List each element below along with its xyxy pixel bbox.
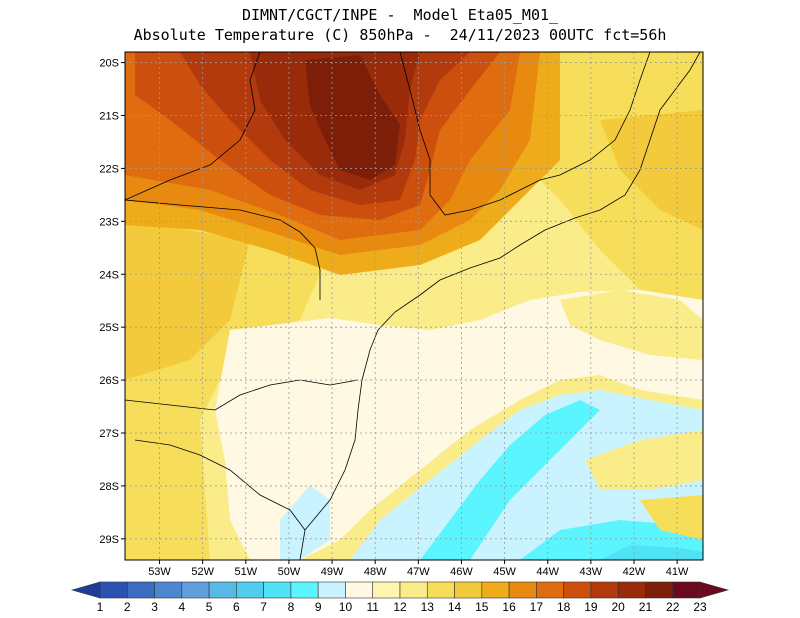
lon-label: 50W [278,566,301,578]
lat-label: 29S [99,534,119,546]
lon-label: 53W [148,566,171,578]
lon-label: 41W [666,566,689,578]
colorbar-swatch [563,581,592,599]
colorbar-swatch [426,581,455,599]
colorbar-swatch [263,581,292,599]
colorbar-label: 14 [448,600,462,614]
colorbar-swatch [181,581,210,599]
colorbar-label: 19 [584,600,598,614]
colorbar-label: 8 [288,600,295,614]
colorbar-swatch [617,581,646,599]
lat-label: 20S [99,58,119,70]
colorbar-label: 22 [666,600,680,614]
colorbar-label: 7 [260,600,267,614]
colorbar-label: 18 [557,600,571,614]
lat-label: 22S [99,163,119,175]
lon-label: 48W [364,566,387,578]
latitude-labels: 20S 21S 22S 23S 24S 25S 26S 27S 28S 29S [99,58,125,546]
lon-label: 44W [536,566,559,578]
colorbar-swatch [481,581,510,599]
colorbar-swatch [508,581,537,599]
lat-label: 25S [99,322,119,334]
colorbar-swatch [208,581,237,599]
colorbar-label: 3 [151,600,158,614]
colorbar-label: 15 [475,600,489,614]
colorbar-label: 20 [612,600,626,614]
chart-title-line-1: DIMNT/CGCT/INPE - Model Eta05_M01_ [241,6,559,24]
colorbar-label: 12 [393,600,407,614]
longitude-labels: 53W 52W 51W 50W 49W 48W 47W 46W 45W 44W 43W 42W 41W [148,560,689,578]
colorbar-swatch [345,581,374,599]
colorbar-arrow-low [70,581,101,599]
colorbar-label: 2 [124,600,131,614]
chart-title-line-2: Absolute Temperature (C) 850hPa - 24/11/… [133,26,667,44]
lat-label: 27S [99,428,119,440]
colorbar-swatch [645,581,674,599]
colorbar-swatch [399,581,428,599]
colorbar-swatch [454,581,483,599]
lat-label: 23S [99,216,119,228]
lon-label: 47W [407,566,430,578]
lat-label: 21S [99,111,119,123]
coastline-and-borders [125,52,701,560]
colorbar-label: 6 [233,600,240,614]
colorbar-swatch [126,581,155,599]
colorbar-label: 17 [530,600,544,614]
lon-label: 42W [623,566,646,578]
colorbar-swatch [590,581,619,599]
lon-label: 45W [493,566,516,578]
colorbar-swatch [672,581,701,599]
lat-label: 24S [99,269,119,281]
lon-label: 52W [191,566,214,578]
lat-label: 26S [99,375,119,387]
colorbar-label: 9 [315,600,322,614]
lon-label: 49W [321,566,344,578]
lat-label: 28S [99,481,119,493]
colorbar-swatch [290,581,319,599]
colorbar-label: 21 [639,600,653,614]
colorbar-label: 1 [97,600,104,614]
lon-label: 51W [234,566,257,578]
colorbar-label: 4 [178,600,185,614]
colorbar-label: 11 [366,600,379,614]
colorbar-arrow-high [699,581,730,599]
colorbar-swatch [317,581,346,599]
colorbar-swatch [372,581,401,599]
colorbar-label: 5 [206,600,213,614]
lon-label: 43W [580,566,603,578]
colorbar-label: 23 [693,600,707,614]
colorbar-swatch [154,581,183,599]
colorbar-swatch [99,581,128,599]
temperature-field [125,52,703,560]
colorbar-swatch [536,581,564,599]
colorbar-label: 13 [421,600,435,614]
map-gridlines [125,52,703,560]
map-frame [124,51,704,561]
colorbar-swatch [236,581,264,599]
colorbar: 1 2 3 4 5 6 7 8 9 10 11 12 13 14 15 16 17 18 19 20 21 22 23 [70,581,730,614]
lon-label: 46W [450,566,473,578]
colorbar-label: 16 [502,600,516,614]
colorbar-label: 10 [339,600,353,614]
